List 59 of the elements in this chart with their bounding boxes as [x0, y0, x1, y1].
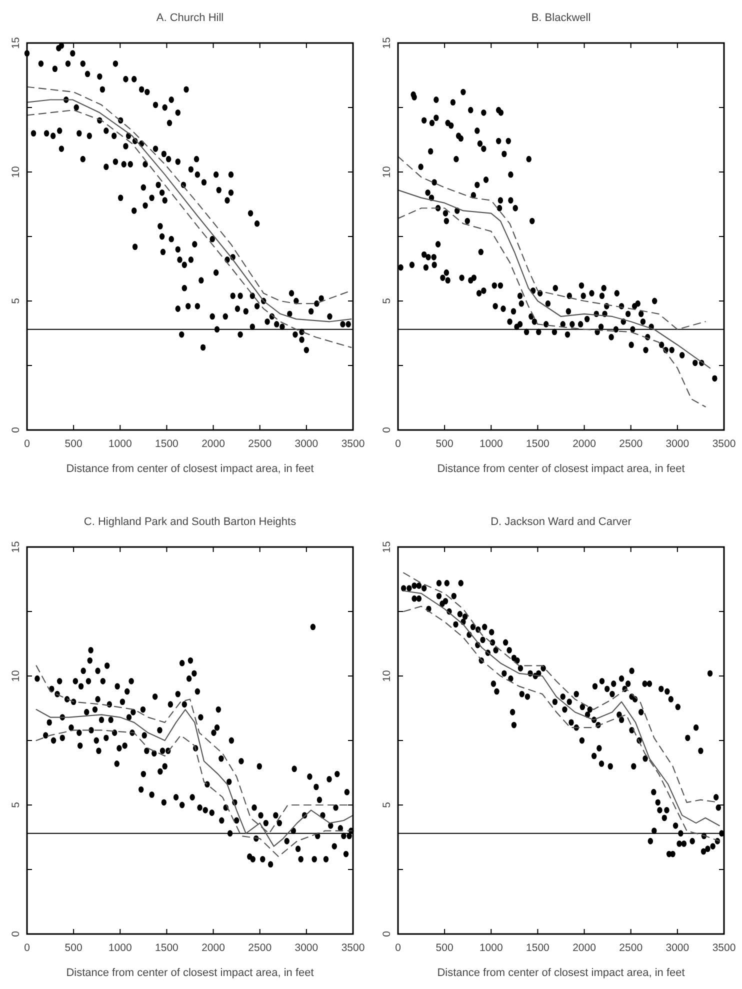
- y-tick-label: 10: [381, 166, 393, 178]
- y-tick-label: 10: [10, 166, 22, 178]
- x-tick-label: 500: [64, 438, 82, 450]
- x-tick-label: 1500: [155, 438, 179, 450]
- y-tick-label: 15: [381, 37, 393, 49]
- x-tick-label: 500: [436, 942, 454, 954]
- x-axis-title: Distance from center of closest impact area, in feet: [66, 463, 314, 475]
- x-tick-label: 500: [436, 438, 454, 450]
- x-axis-title: Distance from center of closest impact area, in feet: [66, 967, 314, 979]
- x-tick-label: 3000: [666, 438, 690, 450]
- x-tick-label: 3000: [666, 942, 690, 954]
- x-tick-label: 2500: [248, 438, 272, 450]
- x-tick-label: 1500: [526, 438, 550, 450]
- y-tick-label: 0: [381, 930, 393, 937]
- x-tick-label: 2500: [248, 942, 272, 954]
- y-tick-label: 0: [381, 426, 393, 433]
- x-tick-label: 0: [24, 438, 30, 450]
- x-tick-label: 3000: [294, 942, 318, 954]
- x-tick-label: 1000: [479, 942, 503, 954]
- x-tick-label: 2000: [572, 942, 596, 954]
- y-tick-label: 0: [10, 426, 22, 433]
- x-tick-label: 1000: [108, 438, 132, 450]
- x-tick-label: 3500: [341, 942, 365, 954]
- x-tick-label: 2000: [202, 942, 226, 954]
- x-tick-label: 500: [64, 942, 82, 954]
- chart-title: C. Highland Park and South Barton Heights: [84, 516, 297, 528]
- chart-title: A. Church Hill: [156, 12, 224, 24]
- y-tick-label: 15: [10, 541, 22, 553]
- x-tick-label: 0: [24, 942, 30, 954]
- y-tick-label: 5: [10, 298, 22, 304]
- line-series: [397, 190, 711, 369]
- x-tick-label: 3500: [712, 942, 736, 954]
- x-tick-label: 1000: [479, 438, 503, 450]
- x-tick-label: 2500: [619, 438, 643, 450]
- line-series: [397, 156, 706, 330]
- x-tick-label: 1500: [526, 942, 550, 954]
- x-tick-label: 3000: [294, 438, 318, 450]
- y-tick-label: 0: [10, 930, 22, 937]
- y-tick-label: 10: [10, 670, 22, 682]
- x-tick-label: 1500: [155, 942, 179, 954]
- x-tick-label: 1000: [108, 942, 132, 954]
- y-tick-label: 5: [381, 802, 393, 808]
- y-tick-label: 15: [10, 37, 22, 49]
- chart-title: D. Jackson Ward and Carver: [490, 516, 632, 528]
- line-series: [397, 208, 706, 408]
- x-axis-title: Distance from center of closest impact area, in feet: [437, 463, 685, 475]
- x-axis-title: Distance from center of closest impact area, in feet: [437, 967, 685, 979]
- y-tick-label: 10: [381, 670, 393, 682]
- y-tick-label: 5: [10, 802, 22, 808]
- x-tick-label: 2000: [572, 438, 596, 450]
- x-tick-label: 3500: [712, 438, 736, 450]
- x-tick-label: 0: [395, 438, 402, 450]
- x-tick-label: 2000: [202, 438, 226, 450]
- x-tick-label: 2500: [619, 942, 643, 954]
- x-tick-label: 0: [395, 942, 402, 954]
- chart-title: B. Blackwell: [531, 12, 591, 24]
- y-tick-label: 5: [381, 298, 393, 304]
- y-tick-label: 15: [381, 541, 393, 553]
- x-tick-label: 3500: [341, 438, 365, 450]
